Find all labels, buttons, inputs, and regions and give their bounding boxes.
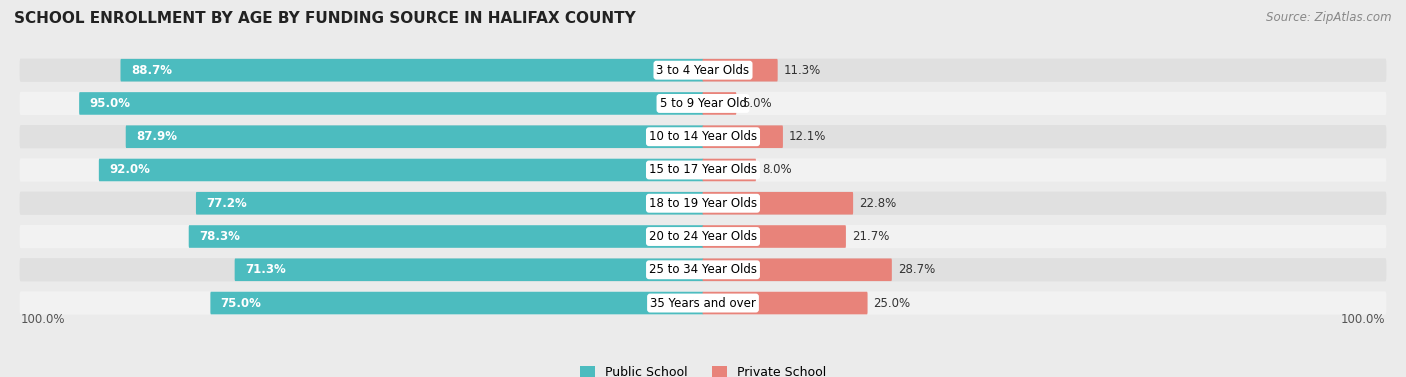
- FancyBboxPatch shape: [195, 192, 703, 215]
- FancyBboxPatch shape: [98, 159, 703, 181]
- FancyBboxPatch shape: [235, 259, 703, 281]
- FancyBboxPatch shape: [20, 192, 1386, 215]
- Text: 28.7%: 28.7%: [898, 263, 935, 276]
- Text: Source: ZipAtlas.com: Source: ZipAtlas.com: [1267, 11, 1392, 24]
- Text: 87.9%: 87.9%: [136, 130, 177, 143]
- Text: 21.7%: 21.7%: [852, 230, 890, 243]
- Text: 18 to 19 Year Olds: 18 to 19 Year Olds: [650, 197, 756, 210]
- FancyBboxPatch shape: [703, 292, 868, 314]
- Text: 20 to 24 Year Olds: 20 to 24 Year Olds: [650, 230, 756, 243]
- Text: 77.2%: 77.2%: [207, 197, 247, 210]
- FancyBboxPatch shape: [211, 292, 703, 314]
- FancyBboxPatch shape: [703, 92, 737, 115]
- FancyBboxPatch shape: [703, 126, 783, 148]
- Text: 10 to 14 Year Olds: 10 to 14 Year Olds: [650, 130, 756, 143]
- FancyBboxPatch shape: [703, 59, 778, 81]
- Text: 5 to 9 Year Old: 5 to 9 Year Old: [659, 97, 747, 110]
- FancyBboxPatch shape: [20, 92, 1386, 115]
- FancyBboxPatch shape: [20, 58, 1386, 82]
- FancyBboxPatch shape: [188, 225, 703, 248]
- FancyBboxPatch shape: [703, 192, 853, 215]
- Text: 22.8%: 22.8%: [859, 197, 897, 210]
- FancyBboxPatch shape: [20, 258, 1386, 281]
- Text: 100.0%: 100.0%: [21, 313, 65, 326]
- FancyBboxPatch shape: [121, 59, 703, 81]
- FancyBboxPatch shape: [125, 126, 703, 148]
- Text: 71.3%: 71.3%: [245, 263, 285, 276]
- FancyBboxPatch shape: [703, 259, 891, 281]
- Text: SCHOOL ENROLLMENT BY AGE BY FUNDING SOURCE IN HALIFAX COUNTY: SCHOOL ENROLLMENT BY AGE BY FUNDING SOUR…: [14, 11, 636, 26]
- Text: 15 to 17 Year Olds: 15 to 17 Year Olds: [650, 164, 756, 176]
- Text: 25.0%: 25.0%: [873, 297, 911, 310]
- FancyBboxPatch shape: [20, 225, 1386, 248]
- FancyBboxPatch shape: [20, 291, 1386, 315]
- Text: 5.0%: 5.0%: [742, 97, 772, 110]
- Text: 35 Years and over: 35 Years and over: [650, 297, 756, 310]
- Text: 3 to 4 Year Olds: 3 to 4 Year Olds: [657, 64, 749, 77]
- FancyBboxPatch shape: [703, 225, 846, 248]
- FancyBboxPatch shape: [79, 92, 703, 115]
- Text: 95.0%: 95.0%: [90, 97, 131, 110]
- Text: 25 to 34 Year Olds: 25 to 34 Year Olds: [650, 263, 756, 276]
- FancyBboxPatch shape: [703, 159, 756, 181]
- Text: 8.0%: 8.0%: [762, 164, 792, 176]
- Text: 11.3%: 11.3%: [783, 64, 821, 77]
- Text: 78.3%: 78.3%: [200, 230, 240, 243]
- FancyBboxPatch shape: [20, 125, 1386, 149]
- Text: 92.0%: 92.0%: [110, 164, 150, 176]
- FancyBboxPatch shape: [20, 158, 1386, 182]
- Text: 75.0%: 75.0%: [221, 297, 262, 310]
- Text: 12.1%: 12.1%: [789, 130, 827, 143]
- Text: 100.0%: 100.0%: [1341, 313, 1385, 326]
- Legend: Public School, Private School: Public School, Private School: [575, 361, 831, 377]
- Text: 88.7%: 88.7%: [131, 64, 172, 77]
